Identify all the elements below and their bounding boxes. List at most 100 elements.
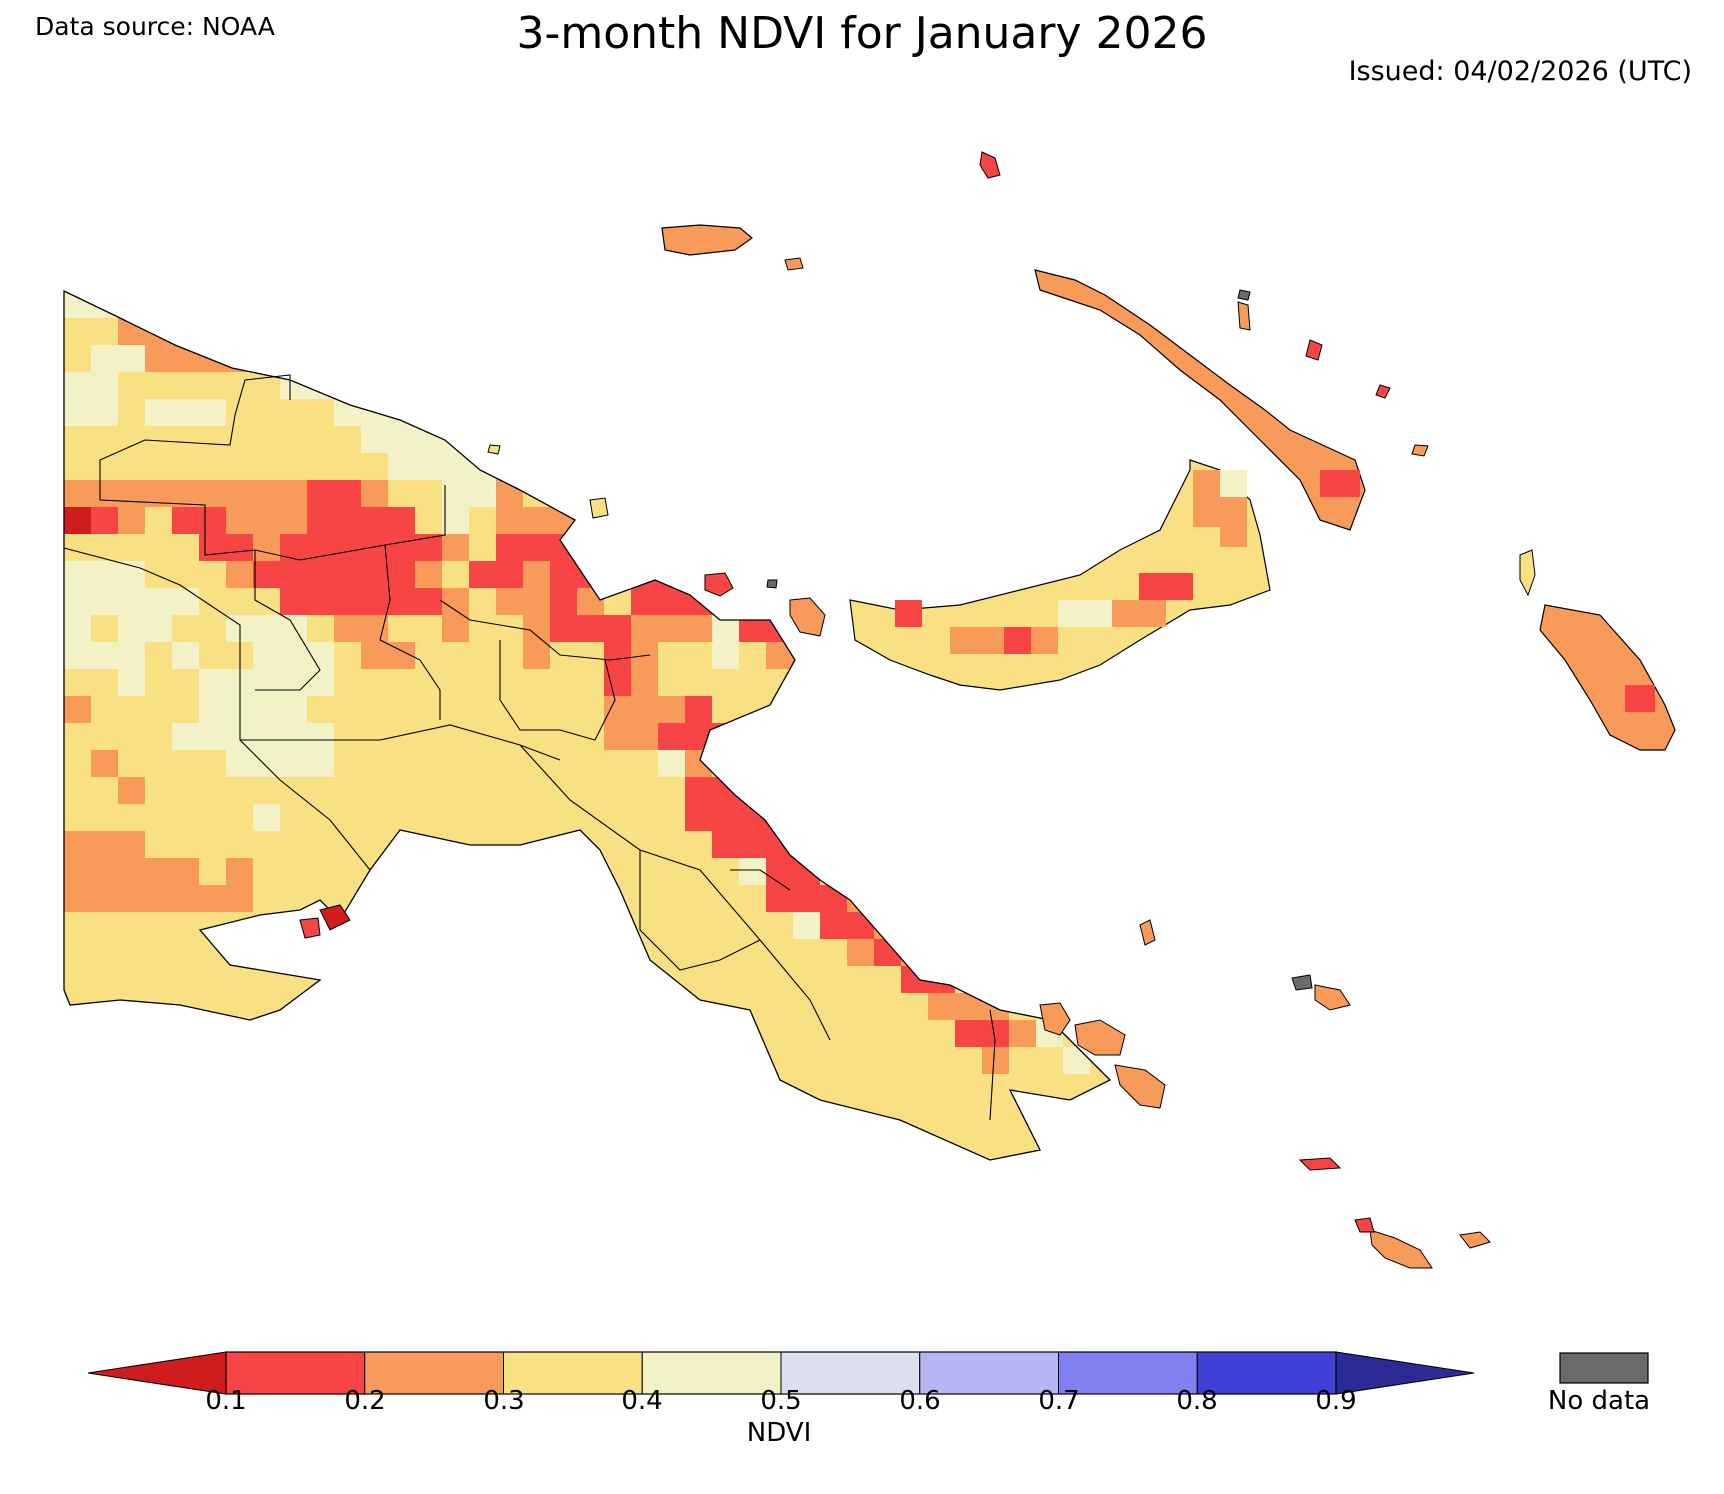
goodenough-island (1039, 1002, 1071, 1036)
grid-cell (64, 561, 91, 588)
grid-cell (199, 723, 226, 750)
grid-cell (496, 453, 523, 480)
grid-cell (604, 534, 631, 561)
grid-cell (739, 588, 766, 615)
grid-cell (1031, 627, 1058, 654)
long-island (789, 597, 826, 637)
grid-cell (226, 750, 253, 777)
grid-cell (901, 885, 928, 912)
islet (1411, 444, 1429, 457)
boundary-line (254, 550, 321, 691)
colorbar-axis-label: NDVI (746, 1418, 812, 1448)
grid-cell (361, 615, 388, 642)
grid-cell (145, 615, 172, 642)
grid-cell (469, 561, 496, 588)
grid-cell (388, 426, 415, 453)
grid-cell (361, 642, 388, 669)
grid-cell (496, 426, 523, 453)
grid-cell (766, 615, 793, 642)
grid-cell (415, 588, 442, 615)
grid-cell (172, 588, 199, 615)
grid-cell (685, 507, 712, 534)
grid-cell (928, 966, 955, 993)
grid-cell (523, 561, 550, 588)
grid-cell (901, 966, 928, 993)
grid-cell (64, 696, 91, 723)
grid-cell (658, 588, 685, 615)
boundary-line (989, 1009, 996, 1121)
grid-cell (604, 561, 631, 588)
grid-cell (199, 885, 226, 912)
grid-cell (766, 642, 793, 669)
delta-islet (299, 917, 321, 939)
colorbar-tick-label: 0.7 (1038, 1386, 1080, 1416)
grid-cell (199, 399, 226, 426)
grid-cell (334, 507, 361, 534)
boundary-line (639, 850, 761, 971)
grid-cell (523, 507, 550, 534)
grid-cell (982, 1047, 1009, 1074)
grid-cell (1220, 527, 1247, 547)
grid-cell (415, 561, 442, 588)
grid-cell (307, 534, 334, 561)
grid-cell (577, 534, 604, 561)
grid-cell (523, 453, 550, 480)
grid-cell (631, 588, 658, 615)
grid-cell (982, 1020, 1009, 1047)
grid-cell (739, 534, 766, 561)
colorbar-tick-label: 0.8 (1176, 1386, 1218, 1416)
grid-cell (334, 561, 361, 588)
grid-cell (1058, 600, 1112, 627)
grid-cell (334, 588, 361, 615)
colorbar-tick-label: 0.4 (621, 1386, 663, 1416)
boundary-line (239, 739, 371, 871)
grid-cell (172, 480, 199, 507)
new-britain-cells (895, 470, 1247, 654)
grid-cell (766, 588, 793, 615)
grid-cell (172, 885, 199, 912)
colorbar-tick-label: 0.2 (344, 1386, 386, 1416)
colorbar-bin (503, 1351, 643, 1395)
grid-cell (658, 507, 685, 534)
grid-cell (631, 696, 658, 723)
grid-cell (820, 912, 847, 939)
grid-cell (550, 507, 577, 534)
grid-cell (118, 831, 145, 858)
grid-cell (280, 723, 307, 750)
grid-cell (118, 669, 145, 696)
colorbar-tick-label: 0.5 (760, 1386, 802, 1416)
grid-cell (64, 372, 91, 399)
bougainville-island (1539, 604, 1676, 751)
colorbar-tick-label: 0.1 (205, 1386, 247, 1416)
grid-cell (550, 561, 577, 588)
grid-cell (253, 669, 280, 696)
no-data-swatch (1559, 1352, 1649, 1384)
grid-cell (226, 885, 253, 912)
no-data-islet (1291, 974, 1313, 991)
grid-cell (793, 885, 820, 912)
grid-cell (901, 912, 928, 939)
grid-cell (928, 912, 955, 939)
grid-cell (361, 588, 388, 615)
grid-cell (199, 507, 226, 534)
grid-cell (226, 561, 253, 588)
grid-cell (64, 507, 91, 534)
no-data-islet (766, 579, 778, 589)
grid-cell (253, 804, 280, 831)
misima-island (1298, 1157, 1342, 1171)
grid-cell (226, 507, 253, 534)
islet (1375, 384, 1391, 399)
boundary-line (99, 485, 446, 561)
grid-cell (766, 750, 793, 777)
grid-cell (1139, 573, 1166, 600)
grid-cell (118, 480, 145, 507)
grid-cell (712, 615, 739, 642)
grid-cell (415, 399, 442, 426)
grid-cell (685, 534, 712, 561)
grid-cell (280, 507, 307, 534)
colorbar-tick-label: 0.3 (483, 1386, 525, 1416)
grid-cell (847, 885, 874, 912)
grid-cell (334, 372, 361, 399)
grid-cell (739, 615, 766, 642)
